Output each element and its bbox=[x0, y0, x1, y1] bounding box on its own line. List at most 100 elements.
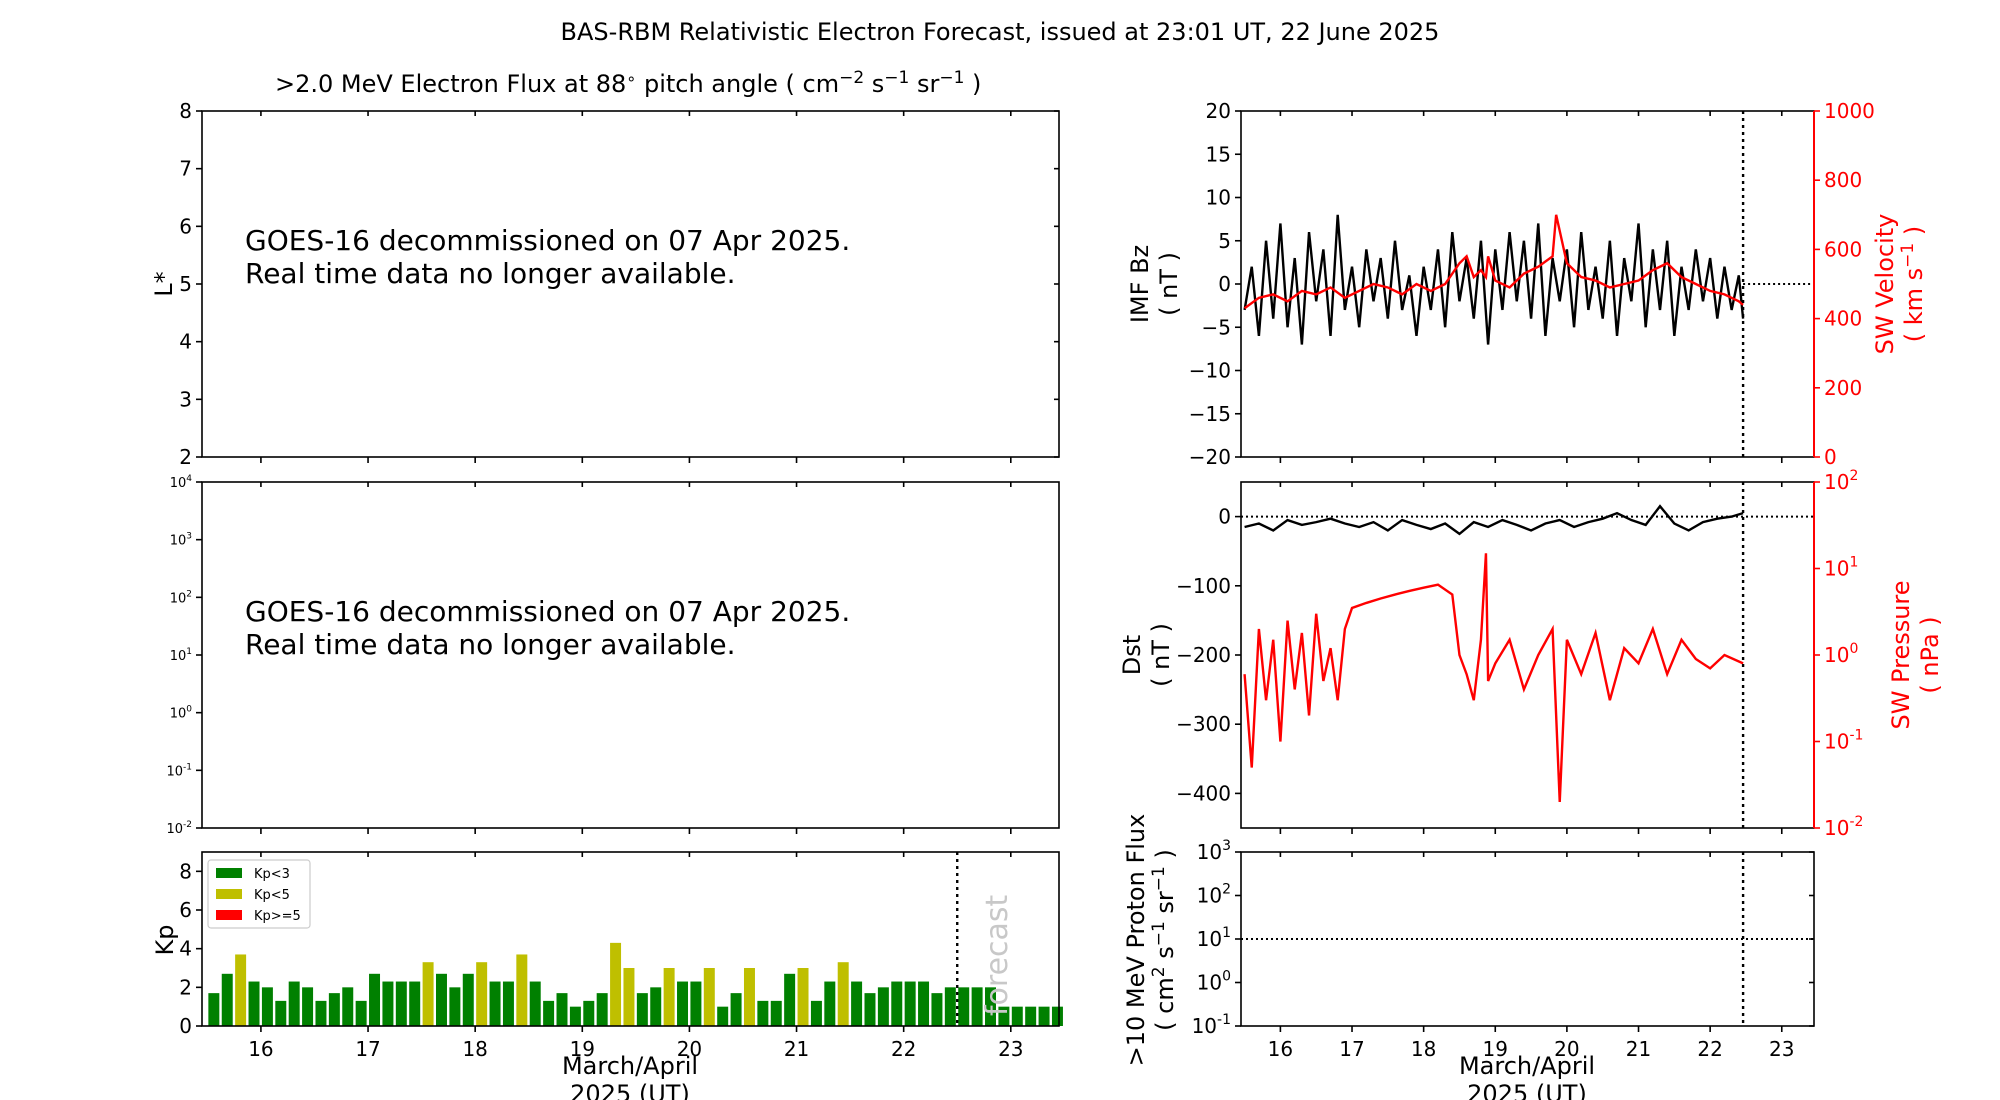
y2-tick-label: 10-2 bbox=[1824, 814, 1863, 840]
y2-tick-label: 600 bbox=[1824, 237, 1862, 261]
y-tick-label: 4 bbox=[179, 330, 192, 354]
kp-x-ticks: 16 17 18 19 20 21 22 23 bbox=[248, 852, 1024, 1061]
y-tick-label: 100 bbox=[1197, 969, 1231, 995]
kp-bar bbox=[302, 987, 314, 1026]
kp-bar bbox=[636, 993, 648, 1026]
kp-bar bbox=[462, 973, 474, 1026]
kp-ylabel: Kp bbox=[151, 925, 179, 956]
kp-bar bbox=[971, 987, 983, 1026]
kp-xlabel-line2: 2025 (UT) bbox=[570, 1080, 690, 1100]
y-tick-label: 10-2 bbox=[166, 820, 192, 837]
lstar-ylabel: L* bbox=[150, 271, 178, 296]
kp-bar bbox=[235, 954, 247, 1026]
kp-bar bbox=[610, 942, 622, 1026]
kp-legend-swatch-mid bbox=[216, 889, 242, 899]
kp-bar bbox=[355, 1000, 367, 1026]
imf-y-ticks: −20 −15 −10 −5 0 5 10 15 20 bbox=[1189, 99, 1241, 469]
kp-bar bbox=[583, 1000, 595, 1026]
flux-x-ticks bbox=[260, 482, 1012, 834]
y-tick-label: 8 bbox=[179, 99, 192, 123]
x-tick-label: 18 bbox=[1411, 1037, 1436, 1061]
kp-bar bbox=[395, 981, 407, 1026]
kp-bar bbox=[931, 993, 943, 1026]
y-tick-label: −200 bbox=[1176, 643, 1231, 667]
kp-bar bbox=[784, 973, 796, 1026]
y-tick-label: −400 bbox=[1176, 781, 1231, 805]
y-tick-label: 103 bbox=[170, 532, 192, 549]
kp-bar bbox=[918, 981, 930, 1026]
kp-bar bbox=[663, 968, 675, 1026]
kp-bar bbox=[797, 968, 809, 1026]
flux-message-line1: GOES-16 decommissioned on 07 Apr 2025. bbox=[245, 595, 850, 628]
x-tick-label: 22 bbox=[1697, 1037, 1722, 1061]
y-tick-label: 4 bbox=[179, 937, 192, 961]
kp-bar bbox=[422, 962, 434, 1026]
imf-x-ticks bbox=[1279, 111, 1783, 463]
proton-x-ticks: 16 17 18 19 20 21 22 23 bbox=[1268, 852, 1794, 1061]
y-tick-label: 5 bbox=[179, 272, 192, 296]
y2-tick-label: 200 bbox=[1824, 376, 1862, 400]
kp-legend: Kp<3 Kp<5 Kp>=5 bbox=[207, 859, 311, 929]
kp-legend-swatch-high bbox=[216, 910, 242, 920]
x-tick-label: 22 bbox=[891, 1037, 916, 1061]
x-tick-label: 17 bbox=[355, 1037, 380, 1061]
kp-legend-label-low: Kp<3 bbox=[254, 867, 290, 882]
kp-bar bbox=[315, 1000, 327, 1026]
kp-bars bbox=[208, 942, 1063, 1026]
proton-ylabel-line1: >10 MeV Proton Flux bbox=[1122, 814, 1150, 1067]
imf-ylabel-line2: ( nT ) bbox=[1155, 252, 1183, 316]
dst-ylabel-line2: ( nT ) bbox=[1147, 623, 1175, 687]
flux-message-line2: Real time data no longer available. bbox=[245, 628, 736, 661]
dst-x-ticks bbox=[1279, 482, 1783, 834]
kp-bar bbox=[677, 981, 689, 1026]
y-tick-label: 6 bbox=[179, 898, 192, 922]
sw-velocity-ylabel-line2: ( km s−1 ) bbox=[1898, 226, 1928, 342]
dst-y-ticks: −400 −300 −200 −100 0 bbox=[1176, 505, 1241, 805]
y-tick-label: 2 bbox=[179, 975, 192, 999]
y-tick-label: 8 bbox=[179, 859, 192, 883]
y2-tick-label: 0 bbox=[1824, 445, 1837, 469]
kp-bar bbox=[221, 973, 233, 1026]
dst-ylabel-line1: Dst bbox=[1118, 635, 1146, 675]
imf-y2-ticks: 0 200 400 600 800 1000 bbox=[1814, 99, 1875, 469]
kp-bar bbox=[328, 993, 340, 1026]
lstar-panel: >2.0 MeV Electron Flux at 88∘ pitch angl… bbox=[150, 68, 1060, 469]
sw-pressure-series-line bbox=[1243, 553, 1744, 803]
kp-bar bbox=[985, 987, 996, 1026]
y-tick-label: 101 bbox=[1197, 925, 1231, 951]
sw-velocity-ylabel-line1: SW Velocity bbox=[1871, 214, 1899, 355]
x-tick-label: 16 bbox=[248, 1037, 273, 1061]
y-tick-label: 10-1 bbox=[166, 762, 192, 779]
lstar-y-ticks: 2 3 4 5 6 7 8 bbox=[179, 99, 1059, 469]
y2-tick-label: 1000 bbox=[1824, 99, 1875, 123]
kp-plot-frame bbox=[201, 851, 1060, 1027]
x-tick-label: 16 bbox=[1268, 1037, 1293, 1061]
x-tick-label: 21 bbox=[1626, 1037, 1651, 1061]
kp-bar bbox=[596, 993, 608, 1026]
kp-bar bbox=[757, 1000, 769, 1026]
kp-bar bbox=[529, 981, 541, 1026]
kp-bar bbox=[864, 993, 876, 1026]
imf-panel: −20 −15 −10 −5 0 5 10 15 20 0 200 400 600 800 1000 IM… bbox=[1126, 99, 1928, 469]
sw-pressure-ylabel-line2: ( nPa ) bbox=[1916, 616, 1944, 693]
flux-panel: 10-2 10-1 100 101 102 103 104 GOES-16 decommis… bbox=[166, 474, 1060, 837]
sw-pressure-ylabel-line1: SW Pressure bbox=[1887, 580, 1915, 729]
y-tick-label: 102 bbox=[170, 589, 192, 606]
y-tick-label: −5 bbox=[1202, 315, 1231, 339]
figure-title: BAS-RBM Relativistic Electron Forecast, … bbox=[561, 18, 1440, 46]
y-tick-label: 3 bbox=[179, 387, 192, 411]
y2-tick-label: 100 bbox=[1824, 641, 1858, 667]
y-tick-label: 7 bbox=[179, 157, 192, 181]
lstar-title: >2.0 MeV Electron Flux at 88∘ pitch angl… bbox=[275, 68, 981, 98]
lstar-message-line1: GOES-16 decommissioned on 07 Apr 2025. bbox=[245, 224, 850, 257]
y-tick-label: 103 bbox=[1197, 838, 1231, 864]
y-tick-label: −300 bbox=[1176, 712, 1231, 736]
y-tick-label: 15 bbox=[1206, 142, 1231, 166]
lstar-message-line2: Real time data no longer available. bbox=[245, 257, 736, 290]
y-tick-label: −15 bbox=[1189, 402, 1231, 426]
y-tick-label: 101 bbox=[170, 647, 192, 664]
kp-bar bbox=[502, 981, 514, 1026]
kp-bar bbox=[435, 973, 447, 1026]
kp-bar bbox=[1038, 1006, 1050, 1026]
